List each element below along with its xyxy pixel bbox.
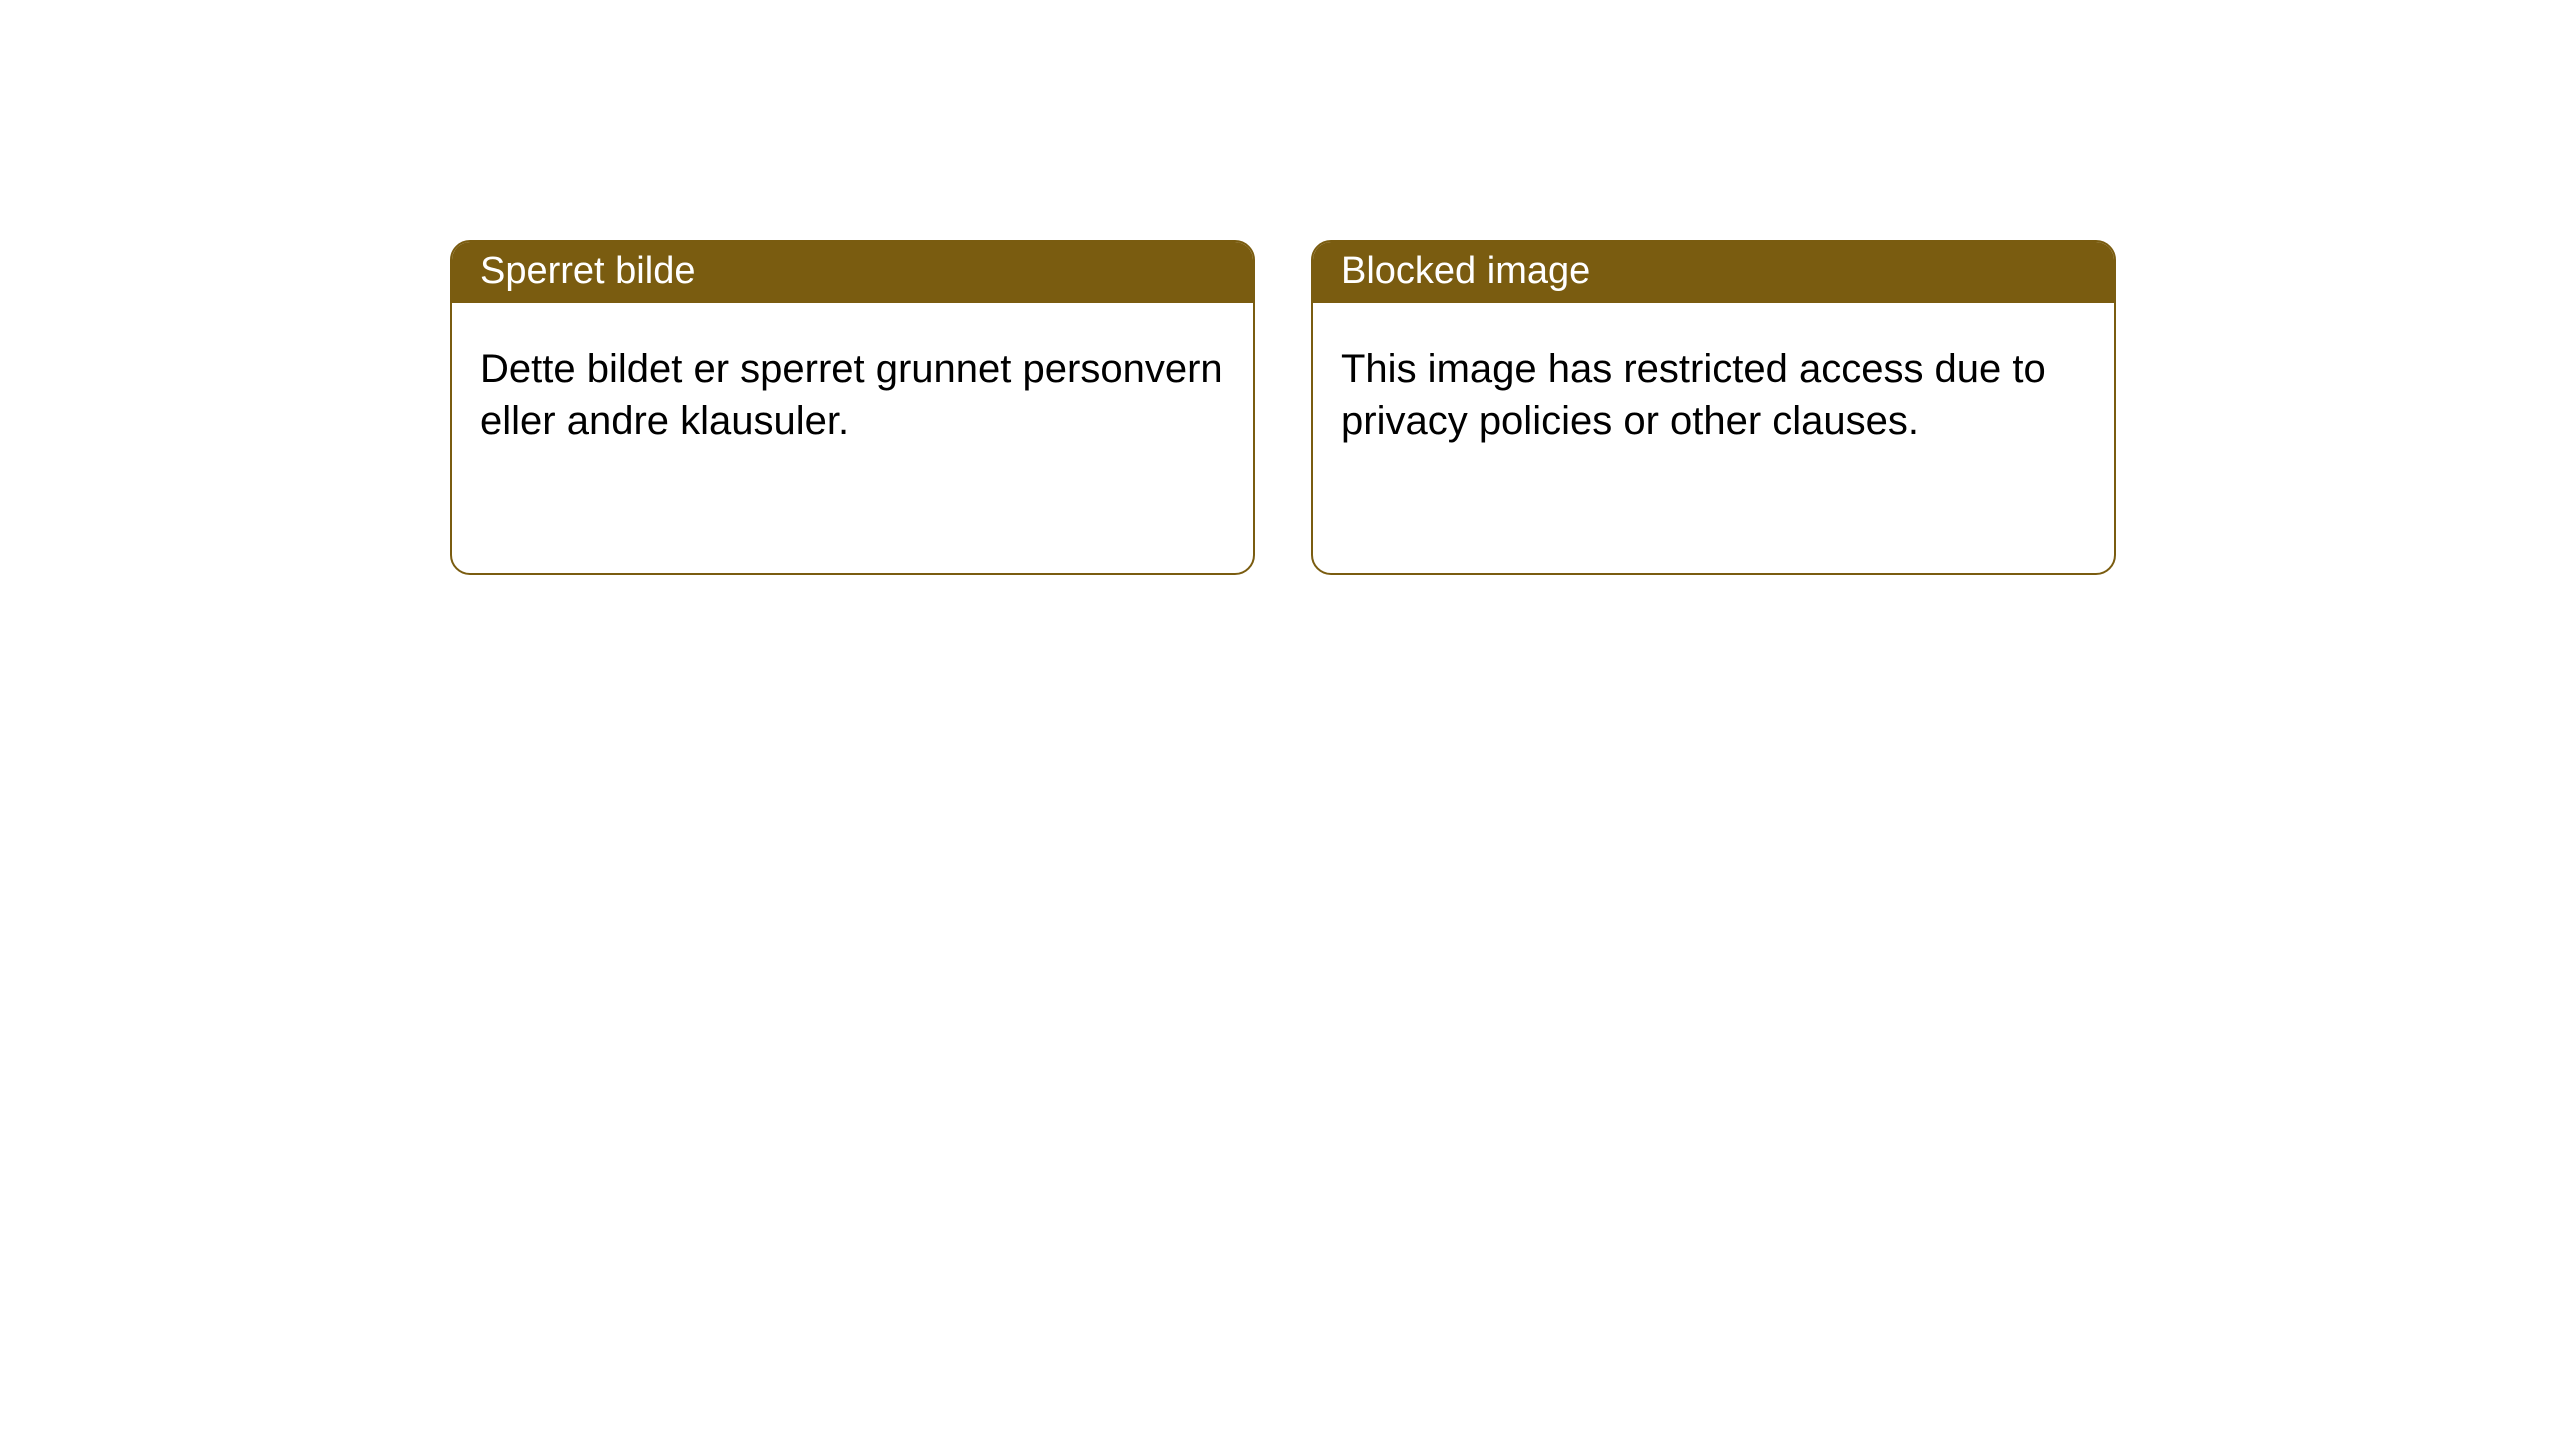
card-title: Blocked image xyxy=(1341,250,1590,292)
card-body-text: This image has restricted access due to … xyxy=(1341,347,2046,443)
notice-container: Sperret bilde Dette bildet er sperret gr… xyxy=(0,0,2560,575)
notice-card-norwegian: Sperret bilde Dette bildet er sperret gr… xyxy=(450,240,1255,575)
card-title: Sperret bilde xyxy=(480,250,695,292)
card-body: This image has restricted access due to … xyxy=(1313,303,2114,475)
card-header: Blocked image xyxy=(1313,242,2114,303)
card-body-text: Dette bildet er sperret grunnet personve… xyxy=(480,347,1223,443)
card-header: Sperret bilde xyxy=(452,242,1253,303)
card-body: Dette bildet er sperret grunnet personve… xyxy=(452,303,1253,475)
notice-card-english: Blocked image This image has restricted … xyxy=(1311,240,2116,575)
